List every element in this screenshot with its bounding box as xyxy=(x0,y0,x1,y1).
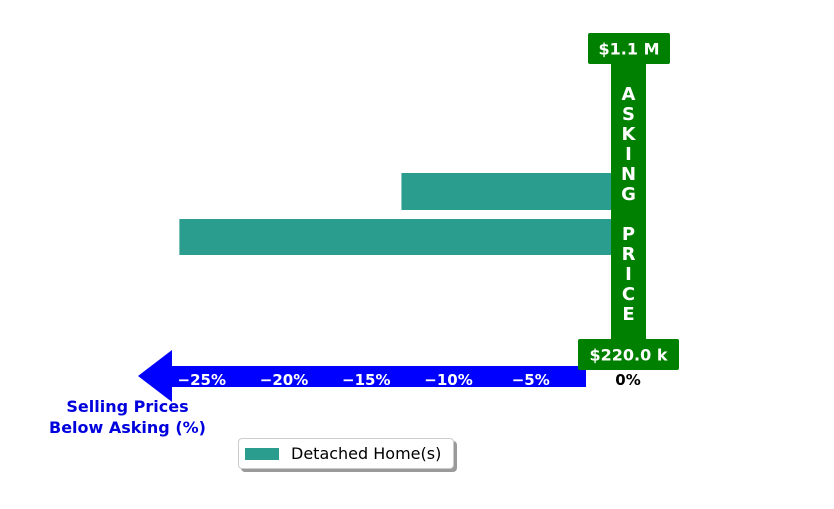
bottom-price-label: $220.0 k xyxy=(590,346,668,365)
x-axis-label-line-2: Below Asking (%) xyxy=(49,418,206,437)
tick-label: −5% xyxy=(512,371,550,389)
below-asking-arrow xyxy=(138,350,586,402)
legend: Detached Home(s) xyxy=(238,438,454,469)
tick-label: −25% xyxy=(178,371,226,389)
asking-price-letter: A xyxy=(622,84,636,105)
asking-price-letter: G xyxy=(621,184,636,205)
asking-price-letter: S xyxy=(622,104,635,125)
asking-price-letter: R xyxy=(622,244,636,265)
legend-swatch xyxy=(245,448,279,460)
bar-1 xyxy=(401,173,612,210)
bar-2 xyxy=(179,219,613,255)
tick-label: −20% xyxy=(260,371,308,389)
tick-label: −10% xyxy=(424,371,472,389)
tick-label: −15% xyxy=(342,371,390,389)
bottom-price-badge: $220.0 k xyxy=(578,339,679,370)
asking-price-letter: N xyxy=(621,164,636,185)
asking-price-letter: C xyxy=(622,284,635,305)
tick-label: 0% xyxy=(615,371,640,389)
top-price-label: $1.1 M xyxy=(599,40,660,59)
asking-price-letter: I xyxy=(625,144,632,165)
x-axis-label: Selling Prices Below Asking (%) xyxy=(40,396,215,438)
asking-price-letter: P xyxy=(622,224,635,245)
asking-price-bar xyxy=(611,60,646,345)
legend-label: Detached Home(s) xyxy=(291,444,442,463)
asking-price-letter: I xyxy=(625,264,632,285)
asking-price-letter: E xyxy=(622,304,634,325)
x-axis-label-line-1: Selling Prices xyxy=(66,397,189,416)
top-price-badge: $1.1 M xyxy=(588,33,670,64)
asking-price-letter: K xyxy=(622,124,637,145)
